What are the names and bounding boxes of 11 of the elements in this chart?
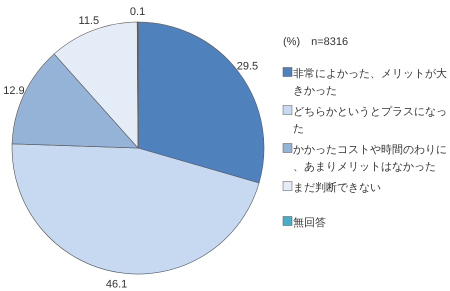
legend-label: かかったコストや時間のわりに、あまりメリットはなかった	[293, 143, 447, 173]
legend-label: 非常によかった、メリットが大きかった	[293, 67, 447, 97]
legend-title: (%) n=8316	[283, 36, 348, 48]
legend-label: 無回答	[293, 217, 326, 229]
data-label: 0.1	[130, 6, 146, 18]
legend-label: どちらかというとプラスになった	[293, 105, 447, 135]
data-label: 29.5	[236, 60, 258, 73]
data-label: 46.1	[106, 278, 128, 290]
data-label: 11.5	[78, 15, 100, 28]
legend-label: まだ判断できない	[293, 181, 381, 194]
data-label: 12.9	[3, 84, 25, 97]
